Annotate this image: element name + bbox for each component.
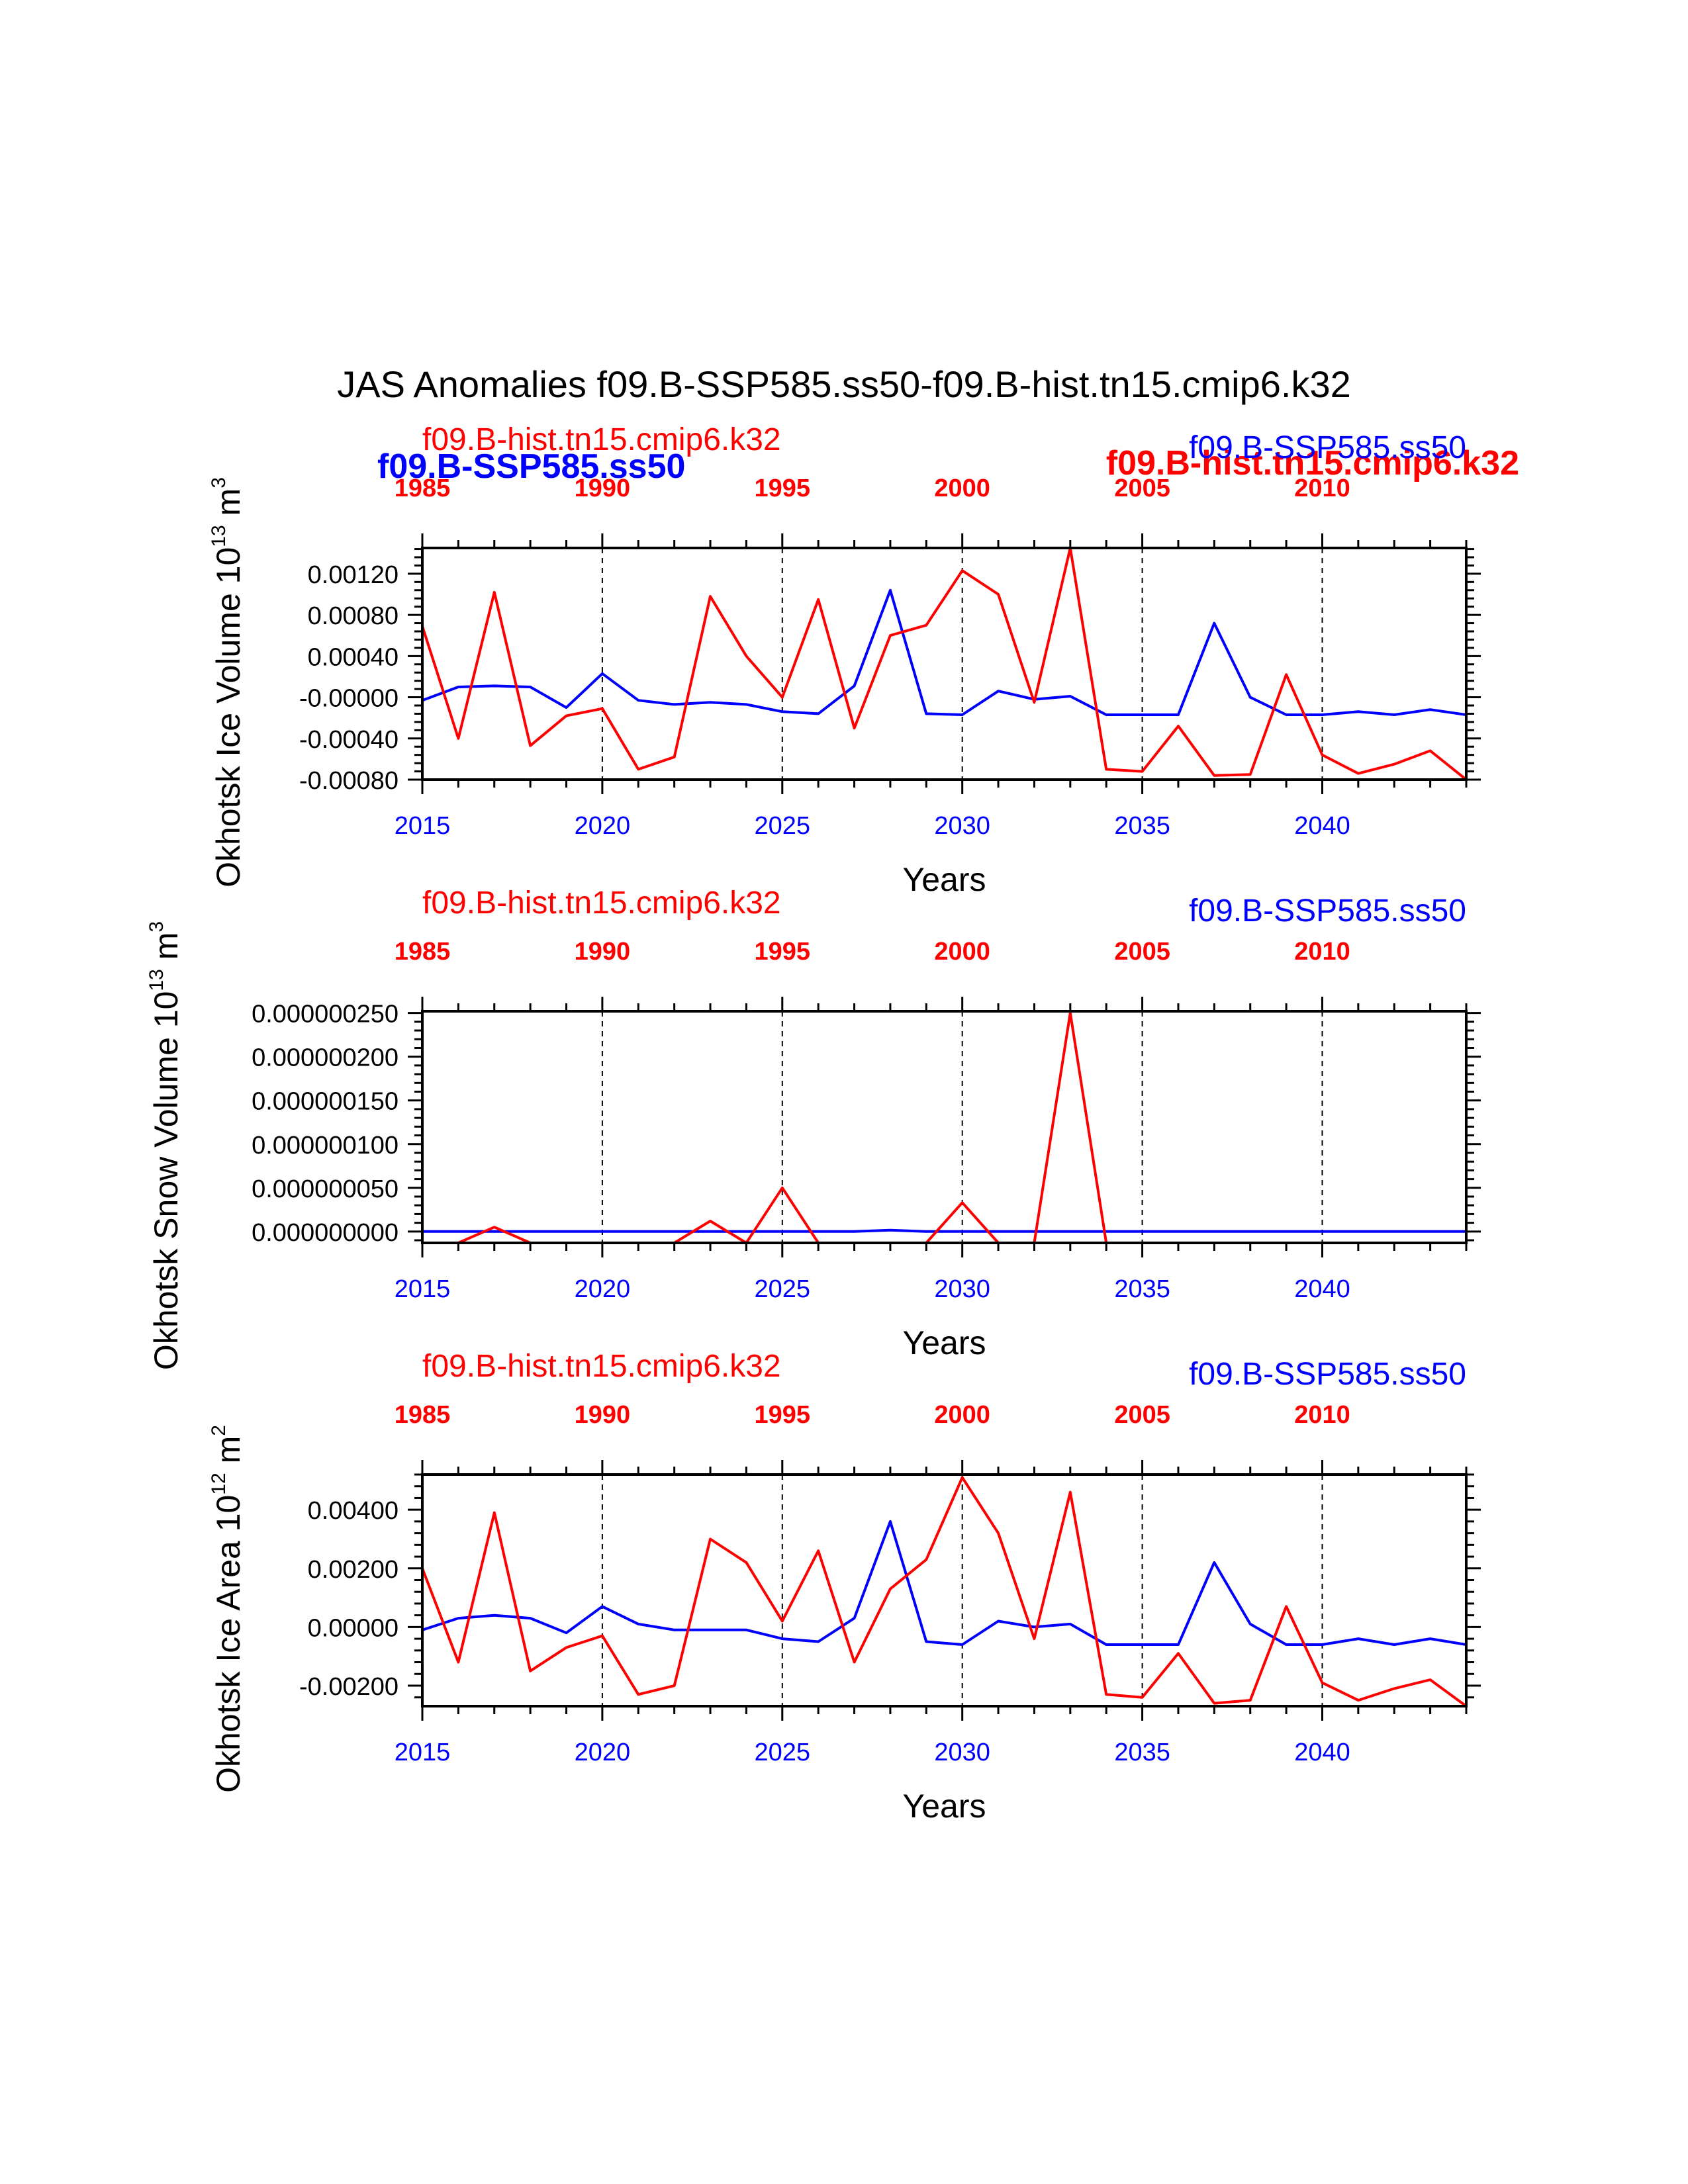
x-tick-label-top: 2005 xyxy=(1114,938,1170,966)
x-tick-label-bottom: 2020 xyxy=(575,1739,631,1766)
y-axis-title-exp: 13 xyxy=(208,525,230,547)
y-tick-label: 0.00080 xyxy=(308,602,399,630)
x-tick-label-top: 1990 xyxy=(575,475,631,502)
y-tick-label: -0.00080 xyxy=(299,767,399,795)
x-tick-label-top: 2000 xyxy=(934,938,990,966)
x-tick-label-top: 1985 xyxy=(395,1401,451,1429)
x-tick-label-top: 1995 xyxy=(755,475,811,502)
panel-label-hist: f09.B-hist.tn15.cmip6.k32 xyxy=(422,1349,781,1384)
x-tick-label-bottom: 2040 xyxy=(1294,1739,1350,1766)
x-axis-title: Years xyxy=(902,1788,986,1825)
x-tick-label-bottom: 2015 xyxy=(395,812,451,840)
x-tick-label-top: 2000 xyxy=(934,1401,990,1429)
x-tick-label-bottom: 2030 xyxy=(934,812,990,840)
x-tick-label-top: 1990 xyxy=(575,1401,631,1429)
y-tick-label: -0.00040 xyxy=(299,726,399,754)
y-tick-label: 0.000000150 xyxy=(252,1088,399,1116)
y-axis-title: Okhotsk Ice Area 1012 m2 xyxy=(208,1425,247,1793)
y-tick-label: -0.00000 xyxy=(299,685,399,713)
y-tick-label: 0.000000200 xyxy=(252,1044,399,1072)
x-tick-label-bottom: 2040 xyxy=(1294,812,1350,840)
x-tick-label-bottom: 2015 xyxy=(395,1739,451,1766)
series-line-hist xyxy=(422,1476,1466,1706)
x-tick-label-bottom: 2025 xyxy=(755,812,811,840)
x-tick-label-bottom: 2015 xyxy=(395,1275,451,1303)
y-axis-title-main: Okhotsk Ice Volume 10 xyxy=(210,547,247,887)
x-tick-label-top: 2005 xyxy=(1114,1401,1170,1429)
x-tick-label-bottom: 2020 xyxy=(575,1275,631,1303)
panel-label-ssp: f09.B-SSP585.ss50 xyxy=(1189,1357,1466,1392)
series-line-ssp585 xyxy=(422,588,1466,716)
x-tick-label-bottom: 2030 xyxy=(934,1739,990,1766)
x-tick-label-bottom: 2035 xyxy=(1114,812,1170,840)
x-tick-label-top: 1995 xyxy=(755,938,811,966)
x-tick-label-top: 2010 xyxy=(1294,938,1350,966)
y-axis-title-unit-exp: 3 xyxy=(146,921,167,933)
y-tick-label: 0.000000250 xyxy=(252,1001,399,1028)
y-tick-label: 0.000000000 xyxy=(252,1219,399,1247)
series-line-ssp585 xyxy=(422,1228,1466,1233)
x-tick-label-top: 2010 xyxy=(1294,1401,1350,1429)
y-axis-title-exp: 13 xyxy=(146,969,167,991)
x-tick-label-bottom: 2035 xyxy=(1114,1739,1170,1766)
y-tick-label: -0.00200 xyxy=(299,1673,399,1701)
y-axis-title-unit-exp: 3 xyxy=(208,477,230,488)
series-line-ssp585 xyxy=(422,1520,1466,1646)
y-axis-title-unit-exp: 2 xyxy=(208,1425,230,1436)
x-tick-label-bottom: 2025 xyxy=(755,1739,811,1766)
y-tick-label: 0.00120 xyxy=(308,561,399,589)
y-axis-title-unit: m xyxy=(148,933,185,970)
x-tick-label-bottom: 2020 xyxy=(575,812,631,840)
x-tick-label-top: 2000 xyxy=(934,475,990,502)
y-axis-title: Okhotsk Ice Volume 1013 m3 xyxy=(208,477,247,887)
panel-3: -0.00200 0.00000 0.00200 0.00400 2015 2020 202… xyxy=(208,1349,1481,1825)
x-tick-label-bottom: 2030 xyxy=(934,1275,990,1303)
y-tick-label: 0.00000 xyxy=(308,1614,399,1642)
panels: -0.00080 -0.00040 -0.00000 0.00040 0.00080 0.… xyxy=(146,422,1481,1825)
legend-hist-label: f09.B-hist.tn15.cmip6.k32 xyxy=(1106,444,1519,482)
x-tick-label-top: 2005 xyxy=(1114,475,1170,502)
panel-label-hist: f09.B-hist.tn15.cmip6.k32 xyxy=(422,886,781,921)
y-tick-label: 0.000000050 xyxy=(252,1175,399,1203)
legend-ssp-label: f09.B-SSP585.ss50 xyxy=(377,447,685,486)
x-tick-label-bottom: 2035 xyxy=(1114,1275,1170,1303)
panel-label-hist: f09.B-hist.tn15.cmip6.k32 xyxy=(422,422,781,457)
panel-label-ssp: f09.B-SSP585.ss50 xyxy=(1189,893,1466,929)
y-axis-title-exp: 12 xyxy=(208,1473,230,1494)
x-tick-label-top: 1990 xyxy=(575,938,631,966)
series-line-hist xyxy=(422,1011,1466,1243)
figure-title: JAS Anomalies f09.B-SSP585.ss50-f09.B-hi… xyxy=(337,363,1350,405)
y-axis-title-unit: m xyxy=(210,1436,247,1473)
y-axis-title: Okhotsk Snow Volume 1013 m3 xyxy=(146,921,185,1370)
y-axis-title-main: Okhotsk Ice Area 10 xyxy=(210,1495,247,1793)
y-axis-title-unit: m xyxy=(210,488,247,525)
x-axis-title: Years xyxy=(902,861,986,898)
x-tick-label-bottom: 2040 xyxy=(1294,1275,1350,1303)
x-axis-title: Years xyxy=(902,1324,986,1361)
y-axis-title-main: Okhotsk Snow Volume 10 xyxy=(148,991,185,1371)
x-tick-label-top: 1995 xyxy=(755,1401,811,1429)
x-tick-label-top: 1985 xyxy=(395,938,451,966)
series-line-hist xyxy=(422,548,1466,780)
y-tick-label: 0.00040 xyxy=(308,643,399,671)
y-tick-label: 0.00400 xyxy=(308,1497,399,1525)
panel-2: 0.000000000 0.000000050 0.000000100 0.00000… xyxy=(146,886,1481,1370)
panel-label-ssp: f09.B-SSP585.ss50 xyxy=(1189,430,1466,465)
panel-1: -0.00080 -0.00040 -0.00000 0.00040 0.00080 0.… xyxy=(208,422,1481,898)
y-tick-label: 0.000000100 xyxy=(252,1132,399,1160)
y-tick-label: 0.00200 xyxy=(308,1556,399,1584)
x-tick-label-bottom: 2025 xyxy=(755,1275,811,1303)
x-tick-label-top: 1985 xyxy=(395,475,451,502)
x-tick-label-top: 2010 xyxy=(1294,475,1350,502)
plot-frame xyxy=(421,1473,1468,1707)
